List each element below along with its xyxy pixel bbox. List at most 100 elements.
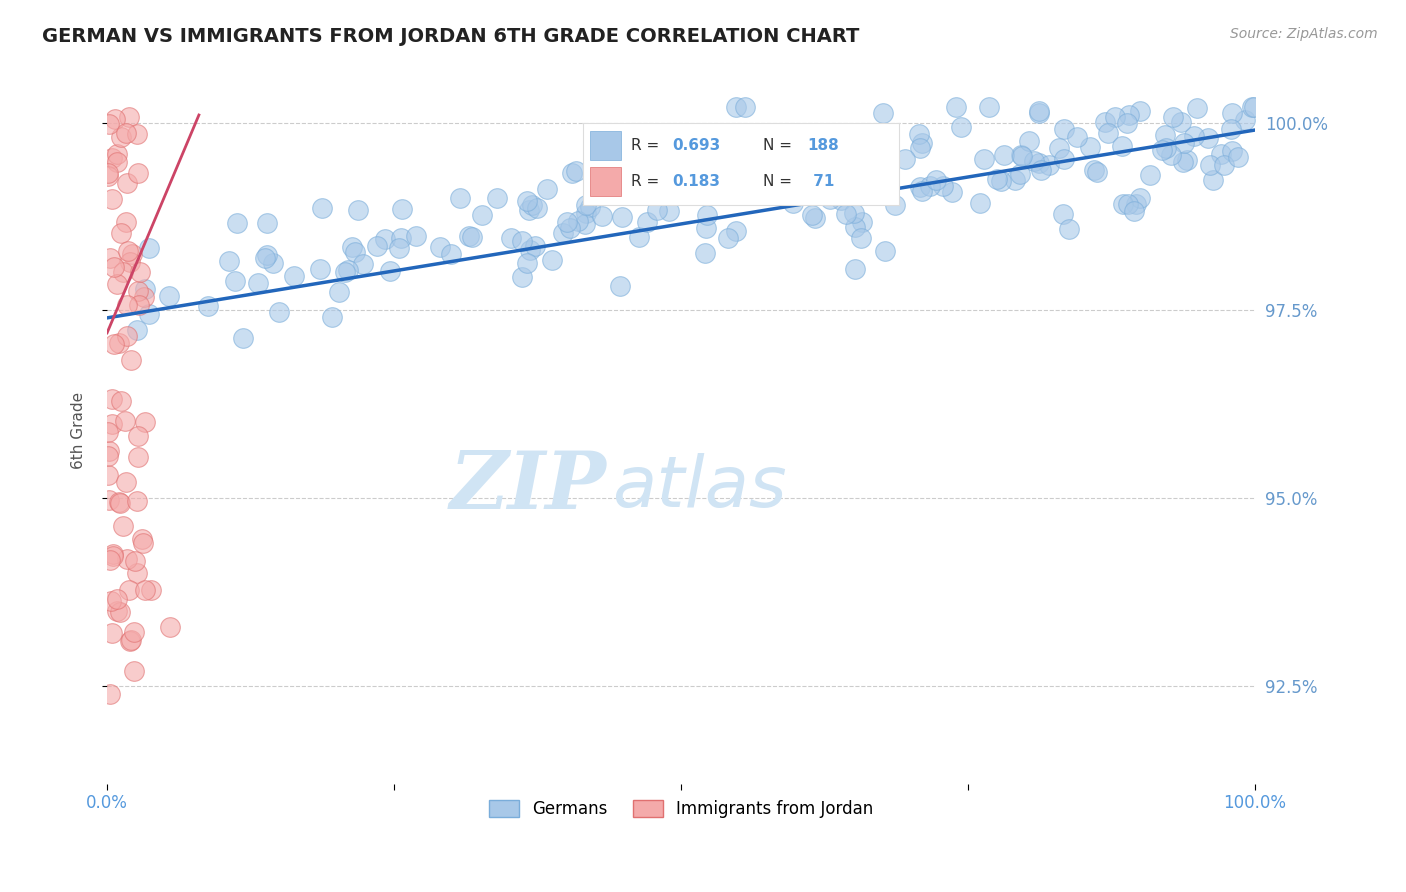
Point: [127, 166, 149, 180]
Point: [309, 262, 332, 277]
Point: [120, 633, 142, 648]
Point: [108, 605, 131, 619]
Point: [121, 247, 143, 261]
Point: [789, 141, 811, 155]
Point: [908, 141, 931, 155]
Point: [1154, 141, 1177, 155]
Point: [1010, 148, 1032, 162]
Point: [804, 153, 827, 168]
Point: [575, 198, 598, 212]
Point: [636, 214, 658, 228]
Point: [510, 270, 533, 285]
Point: [366, 239, 388, 253]
Point: [429, 240, 451, 254]
Point: [561, 166, 583, 180]
Point: [405, 229, 427, 244]
Point: [457, 229, 479, 244]
Point: [374, 232, 396, 246]
Point: [499, 231, 522, 245]
Point: [225, 216, 247, 230]
Point: [97, 166, 120, 180]
Point: [910, 136, 932, 151]
Point: [977, 101, 1000, 115]
Point: [526, 201, 548, 215]
Point: [941, 186, 963, 200]
Point: [1160, 148, 1182, 162]
Point: [197, 299, 219, 313]
Point: [124, 554, 146, 568]
Point: [873, 244, 896, 258]
Point: [990, 174, 1012, 188]
Point: [685, 179, 707, 194]
Point: [801, 208, 824, 222]
Point: [1198, 158, 1220, 172]
Point: [1104, 110, 1126, 124]
Point: [105, 146, 128, 161]
Point: [536, 182, 558, 196]
Point: [114, 475, 136, 490]
Point: [114, 414, 136, 428]
Point: [567, 214, 589, 228]
Point: [872, 153, 894, 167]
Point: [555, 215, 578, 229]
Point: [97, 169, 120, 183]
Point: [1139, 168, 1161, 182]
Point: [262, 256, 284, 270]
Point: [335, 265, 357, 279]
Point: [835, 207, 858, 221]
Point: [108, 495, 131, 509]
Point: [734, 101, 756, 115]
Point: [321, 310, 343, 324]
Point: [517, 203, 540, 218]
Point: [516, 256, 538, 270]
Point: [1028, 105, 1050, 120]
Point: [925, 173, 948, 187]
Point: [125, 493, 148, 508]
Point: [100, 594, 122, 608]
Point: [127, 566, 149, 581]
Point: [1175, 153, 1198, 168]
Point: [101, 392, 124, 407]
Point: [107, 277, 129, 291]
Point: [1116, 197, 1139, 211]
Point: [560, 221, 582, 235]
Point: [510, 234, 533, 248]
Point: [872, 105, 894, 120]
Point: [120, 353, 142, 368]
Point: [1011, 149, 1033, 163]
Point: [741, 180, 763, 194]
Point: [519, 243, 541, 257]
Point: [387, 241, 409, 255]
Point: [620, 158, 643, 172]
Point: [1112, 196, 1135, 211]
Point: [1116, 116, 1139, 130]
Point: [485, 190, 508, 204]
Point: [1182, 128, 1205, 143]
Point: [551, 226, 574, 240]
Point: [311, 201, 333, 215]
Point: [1004, 173, 1026, 187]
Point: [254, 251, 277, 265]
Point: [1152, 143, 1174, 157]
Point: [159, 620, 181, 634]
Point: [908, 180, 931, 194]
Point: [98, 552, 121, 566]
Point: [97, 450, 120, 464]
Point: [256, 248, 278, 262]
Point: [1227, 150, 1250, 164]
Point: [134, 283, 156, 297]
Point: [868, 158, 890, 172]
Point: [1053, 121, 1076, 136]
Point: [609, 279, 631, 293]
Point: [105, 604, 128, 618]
Point: [115, 329, 138, 343]
Point: [232, 331, 254, 345]
Text: GERMAN VS IMMIGRANTS FROM JORDAN 6TH GRADE CORRELATION CHART: GERMAN VS IMMIGRANTS FROM JORDAN 6TH GRA…: [42, 27, 859, 45]
Point: [246, 276, 269, 290]
Point: [920, 179, 942, 194]
Point: [591, 209, 613, 223]
Point: [614, 178, 637, 192]
Point: [782, 196, 804, 211]
Point: [460, 229, 482, 244]
Point: [717, 231, 740, 245]
